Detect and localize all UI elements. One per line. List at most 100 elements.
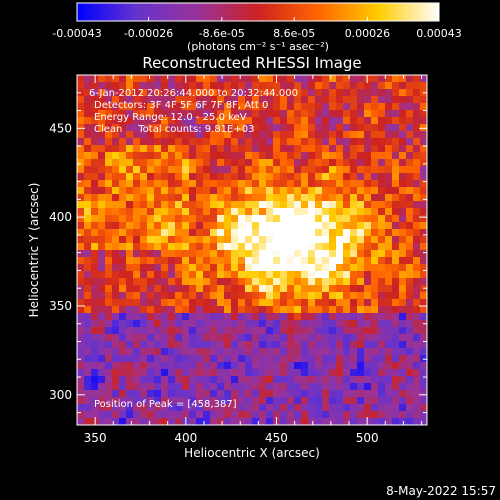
image-pixel (133, 306, 141, 314)
image-pixel (280, 383, 288, 391)
footer-date: 8-May-2022 15:57 (386, 484, 496, 498)
image-pixel (315, 355, 323, 363)
image-pixel (84, 292, 92, 300)
image-pixel (245, 292, 253, 300)
image-pixel (259, 306, 267, 314)
image-pixel (364, 404, 372, 412)
image-pixel (217, 75, 225, 83)
image-pixel (406, 292, 414, 300)
image-pixel (182, 376, 190, 384)
image-pixel (357, 187, 365, 195)
image-pixel (154, 180, 162, 188)
image-pixel (392, 271, 400, 279)
image-pixel (350, 334, 358, 342)
image-pixel (112, 152, 120, 160)
image-pixel (406, 299, 414, 307)
image-pixel (343, 187, 351, 195)
image-pixel (245, 313, 253, 321)
image-pixel (399, 362, 407, 370)
image-pixel (420, 117, 427, 125)
image-pixel (105, 397, 113, 405)
image-pixel (98, 404, 106, 412)
image-pixel (378, 82, 386, 90)
image-pixel (175, 355, 183, 363)
image-pixel (224, 271, 232, 279)
image-pixel (203, 96, 211, 104)
image-pixel (91, 82, 99, 90)
image-pixel (266, 89, 274, 97)
image-pixel (399, 327, 407, 335)
image-pixel (210, 131, 218, 139)
image-pixel (77, 306, 85, 314)
image-pixel (252, 250, 260, 258)
image-pixel (217, 117, 225, 125)
image-pixel (210, 327, 218, 335)
image-pixel (210, 82, 218, 90)
image-pixel (371, 117, 379, 125)
image-pixel (343, 334, 351, 342)
image-pixel (371, 341, 379, 349)
image-pixel (84, 271, 92, 279)
image-pixel (168, 327, 176, 335)
image-pixel (308, 299, 316, 307)
image-pixel (231, 187, 239, 195)
image-pixel (378, 278, 386, 286)
image-pixel (147, 152, 155, 160)
image-pixel (77, 271, 85, 279)
image-pixel (385, 159, 393, 167)
image-pixel (343, 390, 351, 398)
image-pixel (203, 411, 211, 419)
image-pixel (210, 166, 218, 174)
image-pixel (133, 397, 141, 405)
image-pixel (231, 180, 239, 188)
image-pixel (77, 278, 85, 286)
image-pixel (154, 103, 162, 111)
image-pixel (273, 180, 281, 188)
image-pixel (224, 187, 232, 195)
image-pixel (210, 159, 218, 167)
image-pixel (91, 390, 99, 398)
image-pixel (301, 411, 309, 419)
image-pixel (385, 320, 393, 328)
image-pixel (182, 110, 190, 118)
image-pixel (105, 320, 113, 328)
image-pixel (399, 397, 407, 405)
image-pixel (189, 397, 197, 405)
image-pixel (182, 341, 190, 349)
image-pixel (273, 243, 281, 251)
image-pixel (336, 418, 344, 425)
image-pixel (112, 355, 120, 363)
image-pixel (203, 75, 211, 83)
image-pixel (168, 404, 176, 412)
image-pixel (364, 362, 372, 370)
image-pixel (336, 278, 344, 286)
image-pixel (126, 313, 134, 321)
image-pixel (280, 411, 288, 419)
image-pixel (280, 285, 288, 293)
image-pixel (280, 418, 288, 425)
image-pixel (413, 236, 421, 244)
image-pixel (392, 418, 400, 425)
image-pixel (196, 124, 204, 132)
image-pixel (294, 264, 302, 272)
image-pixel (406, 390, 414, 398)
image-pixel (273, 194, 281, 202)
image-pixel (371, 397, 379, 405)
image-pixel (294, 390, 302, 398)
image-pixel (189, 411, 197, 419)
image-pixel (245, 327, 253, 335)
image-pixel (133, 187, 141, 195)
image-pixel (413, 411, 421, 419)
image-pixel (371, 278, 379, 286)
image-pixel (91, 292, 99, 300)
image-pixel (98, 271, 106, 279)
image-pixel (231, 82, 239, 90)
image-pixel (287, 166, 295, 174)
image-pixel (210, 222, 218, 230)
image-pixel (273, 166, 281, 174)
image-pixel (329, 264, 337, 272)
image-pixel (238, 348, 246, 356)
image-pixel (336, 89, 344, 97)
image-pixel (336, 145, 344, 153)
image-pixel (168, 369, 176, 377)
